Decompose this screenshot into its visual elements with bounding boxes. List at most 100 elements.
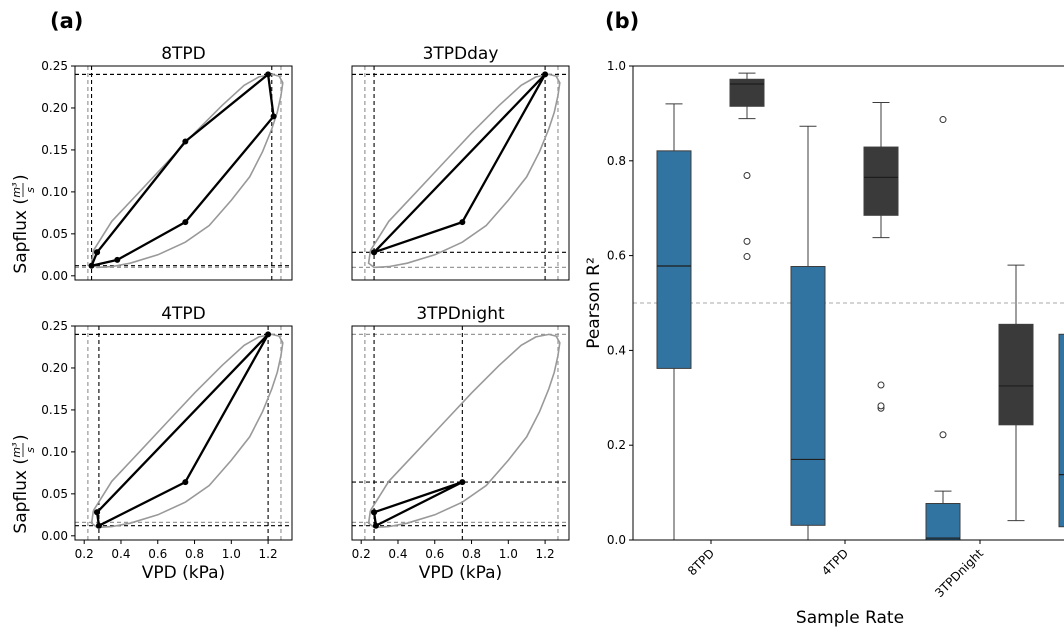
x-tick-label: 0.8 xyxy=(185,547,204,561)
sampled-point xyxy=(372,522,379,529)
sampled-point xyxy=(542,71,549,78)
axes-frame xyxy=(74,325,293,541)
x-tick-label: 0.4 xyxy=(388,547,407,561)
box-iqr xyxy=(863,146,899,216)
sampled-line xyxy=(372,480,464,527)
sampled-line xyxy=(90,73,275,267)
y-axis-label: Sapflux (m³ s) xyxy=(10,174,37,273)
subplot-3tpdday: 3TPDday xyxy=(351,44,570,281)
y-tick-label: 0.0 xyxy=(607,533,626,547)
box-outlier xyxy=(939,431,947,439)
x-tick-label: 1.2 xyxy=(259,547,278,561)
subplot-8tpd: 8TPD 0.00 0.05 0.10 0.15 0.20 0.25 Sapflux (m³ s… xyxy=(10,44,293,283)
box-iqr xyxy=(1058,333,1064,528)
sampled-point xyxy=(270,113,277,120)
reference-loop-line xyxy=(367,73,561,269)
y-axis-label-close: ) xyxy=(11,434,31,441)
subplot-title: 3TPDday xyxy=(423,44,499,64)
x-tick-label: 0.4 xyxy=(111,547,130,561)
subplot-title: 3TPDnight xyxy=(416,304,505,324)
x-tick-label: 1.0 xyxy=(499,547,518,561)
axes-frame xyxy=(351,325,570,541)
y-tick-label: 0.6 xyxy=(607,249,626,263)
panel-label-b: (b) xyxy=(605,9,639,33)
y-tick-label: 0.2 xyxy=(607,438,626,452)
y-axis-label: Sapflux (m³ s) xyxy=(10,434,37,533)
y-tick-label: 0.20 xyxy=(41,101,68,115)
y-tick-label: 0.10 xyxy=(41,185,68,199)
x-category-label: 4TPD xyxy=(819,546,851,578)
y-tick-label: 0.00 xyxy=(41,269,68,283)
y-tick-label: 0.8 xyxy=(607,154,626,168)
box-outlier xyxy=(743,237,751,245)
y-tick-label: 0.15 xyxy=(41,143,68,157)
x-tick-label: 1.2 xyxy=(536,547,555,561)
y-tick-label: 1.0 xyxy=(607,59,626,73)
reference-loop-line xyxy=(90,73,284,269)
sampled-point xyxy=(88,262,95,269)
box-iqr xyxy=(790,266,826,526)
sampled-point xyxy=(265,331,272,338)
y-axis-label-denominator: s xyxy=(24,447,37,453)
subplot-3tpdnight: 3TPDnight 0.2 0.4 0.6 0.8 1.0 1.2 VPD (kPa) xyxy=(351,304,570,583)
x-tick-label: 0.2 xyxy=(75,547,94,561)
box-outlier xyxy=(743,171,751,179)
axes-frame xyxy=(74,65,293,281)
box-iqr xyxy=(998,323,1034,426)
sampled-point xyxy=(95,522,102,529)
subplot-title: 4TPD xyxy=(161,304,206,324)
sampled-point xyxy=(459,479,466,486)
subplot-4tpd: 4TPD 0.00 0.05 0.10 0.15 0.20 0.25 0.2 0.4 0.6 0.8… xyxy=(10,304,293,583)
y-tick-label: 0.25 xyxy=(41,59,68,73)
box-iqr xyxy=(729,78,765,107)
sampled-point xyxy=(371,249,378,256)
box-iqr xyxy=(656,150,692,369)
box-outlier xyxy=(939,116,947,124)
sampled-point xyxy=(265,71,272,78)
y-tick-label: 0.00 xyxy=(41,529,68,543)
sampled-line xyxy=(95,333,270,527)
box-iqr xyxy=(925,503,961,541)
x-tick-label: 0.8 xyxy=(462,547,481,561)
box-outlier xyxy=(877,381,885,389)
x-axis-label: Sample Rate xyxy=(796,608,904,627)
box-outlier xyxy=(877,402,885,410)
x-tick-label: 0.6 xyxy=(148,547,167,561)
y-axis-label-numerator: m³ xyxy=(10,442,23,458)
y-tick-label: 0.05 xyxy=(41,227,68,241)
boxplot-panel: 0.0 0.2 0.4 0.6 0.8 1.0 8TPD 4TPD 3TPDnight Sampl… xyxy=(584,59,1064,627)
y-tick-label: 0.15 xyxy=(41,403,68,417)
y-tick-label: 0.25 xyxy=(41,319,68,333)
x-axis-label: VPD (kPa) xyxy=(142,563,225,583)
x-tick-label: 1.0 xyxy=(222,547,241,561)
y-axis-label-text: Sapflux ( xyxy=(11,198,31,274)
box-outlier xyxy=(743,253,751,261)
sampled-point xyxy=(182,138,189,145)
sampled-point xyxy=(182,479,189,486)
panel-label-a: (a) xyxy=(50,9,83,33)
x-tick-label: 0.2 xyxy=(352,547,371,561)
sampled-point xyxy=(94,509,101,516)
reference-loop-line xyxy=(90,333,284,529)
x-category-label: 3TPDnight xyxy=(932,546,986,600)
y-tick-label: 0.4 xyxy=(607,343,626,357)
y-axis-label: Pearson R² xyxy=(584,257,604,349)
subplot-title: 8TPD xyxy=(161,44,206,64)
sampled-line xyxy=(373,73,547,254)
y-axis-label-denominator: s xyxy=(24,187,37,193)
sampled-point xyxy=(94,249,101,256)
axes-frame xyxy=(351,65,570,281)
y-axis-label-close: ) xyxy=(11,174,31,181)
y-tick-label: 0.10 xyxy=(41,445,68,459)
reference-loop-line xyxy=(367,333,561,529)
sampled-point xyxy=(459,219,466,226)
y-axis-label-numerator: m³ xyxy=(10,182,23,198)
sampled-point xyxy=(182,219,189,226)
y-tick-label: 0.20 xyxy=(41,361,68,375)
x-axis-label: VPD (kPa) xyxy=(419,563,502,583)
y-axis-label-text: Sapflux ( xyxy=(11,458,31,534)
x-tick-label: 0.6 xyxy=(425,547,444,561)
sampled-point xyxy=(114,256,121,263)
x-category-label: 8TPD xyxy=(685,546,717,578)
